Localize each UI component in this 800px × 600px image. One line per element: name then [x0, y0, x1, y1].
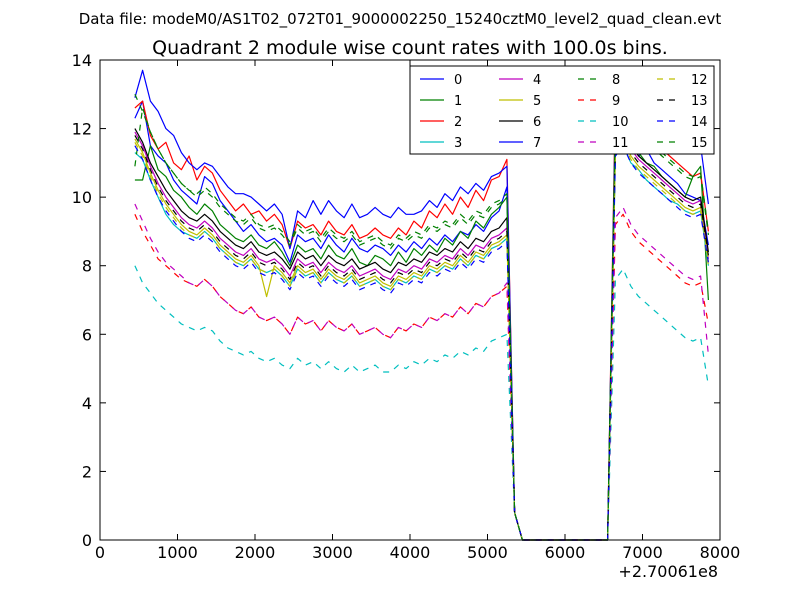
legend-label-14: 14 [691, 115, 708, 130]
y-tick-label: 12 [72, 120, 92, 139]
y-tick-label: 6 [82, 325, 92, 344]
legend-label-3: 3 [454, 136, 462, 151]
x-tick-label: 1000 [157, 543, 198, 562]
x-tick-label: 4000 [390, 543, 431, 562]
legend-label-12: 12 [691, 73, 708, 88]
series-line-14 [134, 145, 709, 541]
suptitle: Data file: modeM0/AS1T02_072T01_90000022… [79, 10, 722, 29]
chart-title: Quadrant 2 module wise count rates with … [152, 37, 668, 59]
legend-label-0: 0 [454, 73, 462, 88]
y-tick-label: 8 [82, 257, 92, 276]
x-tick-label: 2000 [235, 543, 276, 562]
legend-label-15: 15 [691, 136, 708, 151]
y-tick-label: 4 [82, 394, 92, 413]
legend-label-6: 6 [533, 115, 541, 130]
legend-label-7: 7 [533, 136, 541, 151]
legend-label-11: 11 [612, 136, 629, 151]
x-tick-label: 8000 [700, 543, 741, 562]
legend-label-1: 1 [454, 94, 462, 109]
legend-label-9: 9 [612, 94, 620, 109]
x-tick-label: 0 [95, 543, 105, 562]
x-tick-label: 5000 [467, 543, 508, 562]
y-tick-label: 2 [82, 462, 92, 481]
y-tick-label: 10 [72, 188, 92, 207]
y-tick-label: 14 [72, 51, 92, 70]
y-tick-label: 0 [82, 531, 92, 550]
axes: 0 1000 2000 3000 4000 5000 6000 7000 80000246810… [72, 51, 741, 562]
x-tick-label: 7000 [622, 543, 663, 562]
x-tick-label: 6000 [545, 543, 586, 562]
legend-box [409, 65, 715, 155]
legend-label-10: 10 [612, 115, 629, 130]
x-tick-label: 3000 [312, 543, 353, 562]
legend-label-8: 8 [612, 73, 620, 88]
legend-label-5: 5 [533, 94, 541, 109]
series-line-10 [134, 265, 709, 541]
x-offset-label: +2.70061e8 [618, 562, 718, 581]
legend-label-2: 2 [454, 115, 462, 130]
series-line-8 [134, 107, 709, 541]
legend-label-4: 4 [533, 73, 541, 88]
series-line-11 [134, 203, 709, 541]
legend-label-13: 13 [691, 94, 708, 109]
